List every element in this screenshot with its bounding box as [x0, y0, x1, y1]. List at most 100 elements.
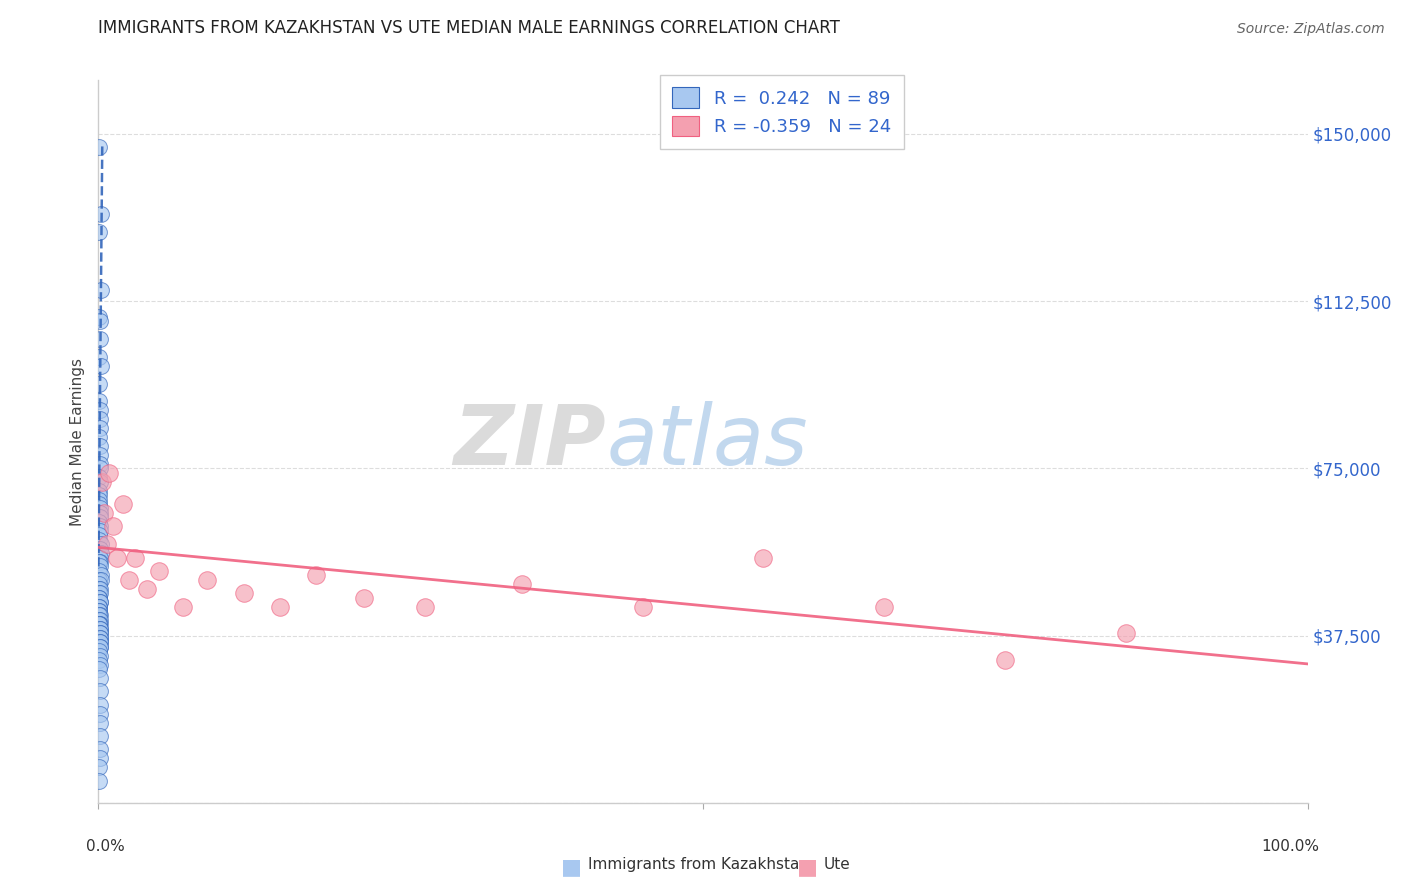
- Point: [89, 582, 111, 596]
- Point: [89, 626, 111, 640]
- Point: [89, 412, 111, 426]
- Point: [89, 403, 111, 417]
- Point: [96, 537, 118, 551]
- Y-axis label: Median Male Earnings: Median Male Earnings: [70, 358, 86, 525]
- Point: [353, 591, 375, 605]
- Text: ZIP: ZIP: [454, 401, 606, 482]
- Point: [89, 773, 111, 788]
- Point: [87, 613, 110, 627]
- Point: [89, 533, 111, 547]
- Point: [631, 599, 654, 614]
- Point: [89, 528, 111, 542]
- Point: [87, 653, 110, 667]
- Point: [89, 635, 111, 649]
- Point: [89, 564, 111, 578]
- Point: [89, 684, 111, 698]
- Point: [89, 524, 111, 538]
- Point: [873, 599, 896, 614]
- Point: [89, 671, 111, 685]
- Point: [994, 653, 1017, 667]
- Point: [89, 546, 111, 560]
- Point: [89, 475, 111, 489]
- Point: [89, 225, 111, 239]
- Point: [89, 635, 111, 649]
- Point: [89, 742, 111, 756]
- Point: [89, 497, 111, 511]
- Point: [89, 631, 111, 645]
- Point: [89, 613, 111, 627]
- Legend: R =  0.242   N = 89, R = -0.359   N = 24: R = 0.242 N = 89, R = -0.359 N = 24: [659, 75, 904, 149]
- Point: [93, 506, 115, 520]
- Point: [89, 582, 111, 596]
- Point: [89, 631, 111, 645]
- Point: [89, 608, 111, 623]
- Point: [87, 591, 110, 605]
- Point: [111, 497, 134, 511]
- Point: [87, 350, 110, 364]
- Point: [195, 573, 218, 587]
- Point: [89, 519, 111, 533]
- Point: [89, 457, 111, 471]
- Point: [87, 644, 110, 658]
- Point: [89, 555, 111, 569]
- Point: [87, 483, 110, 498]
- Point: [87, 604, 110, 618]
- Point: [87, 488, 110, 502]
- Point: [89, 421, 111, 435]
- Point: [89, 501, 111, 516]
- Point: [87, 617, 110, 632]
- Point: [101, 519, 124, 533]
- Point: [89, 698, 111, 712]
- Point: [89, 706, 111, 721]
- Point: [98, 466, 121, 480]
- Point: [89, 359, 111, 373]
- Point: [87, 573, 110, 587]
- Point: [413, 599, 436, 614]
- Point: [89, 394, 111, 409]
- Text: Source: ZipAtlas.com: Source: ZipAtlas.com: [1237, 22, 1385, 37]
- Point: [90, 568, 112, 582]
- Point: [89, 439, 111, 453]
- Point: [89, 515, 111, 529]
- Text: atlas: atlas: [606, 401, 808, 482]
- Point: [87, 604, 110, 618]
- Point: [91, 475, 114, 489]
- Point: [89, 640, 111, 654]
- Point: [89, 541, 111, 556]
- Point: [87, 662, 110, 676]
- Point: [87, 310, 110, 324]
- Point: [87, 591, 110, 605]
- Point: [89, 595, 111, 609]
- Point: [232, 586, 254, 600]
- Point: [118, 573, 141, 587]
- Point: [752, 550, 775, 565]
- Point: [90, 207, 112, 221]
- Point: [87, 599, 110, 614]
- Point: [90, 537, 112, 551]
- Point: [89, 577, 111, 591]
- Point: [105, 550, 128, 565]
- Point: [510, 577, 533, 591]
- Point: [124, 550, 146, 565]
- Point: [89, 586, 111, 600]
- Point: [89, 510, 111, 524]
- Point: [89, 608, 111, 623]
- Point: [89, 760, 111, 774]
- Point: [135, 582, 157, 596]
- Point: [90, 283, 112, 297]
- Point: [148, 564, 170, 578]
- Point: [89, 648, 111, 663]
- Text: ■: ■: [797, 857, 818, 877]
- Text: ■: ■: [561, 857, 582, 877]
- Point: [89, 626, 111, 640]
- Point: [87, 430, 110, 444]
- Point: [89, 622, 111, 636]
- Text: IMMIGRANTS FROM KAZAKHSTAN VS UTE MEDIAN MALE EARNINGS CORRELATION CHART: IMMIGRANTS FROM KAZAKHSTAN VS UTE MEDIAN…: [98, 19, 841, 37]
- Point: [89, 559, 111, 574]
- Text: 0.0%: 0.0%: [86, 838, 125, 854]
- Text: Immigrants from Kazakhstan: Immigrants from Kazakhstan: [588, 857, 808, 872]
- Text: Ute: Ute: [824, 857, 851, 872]
- Point: [89, 555, 111, 569]
- Point: [89, 595, 111, 609]
- Text: 100.0%: 100.0%: [1261, 838, 1320, 854]
